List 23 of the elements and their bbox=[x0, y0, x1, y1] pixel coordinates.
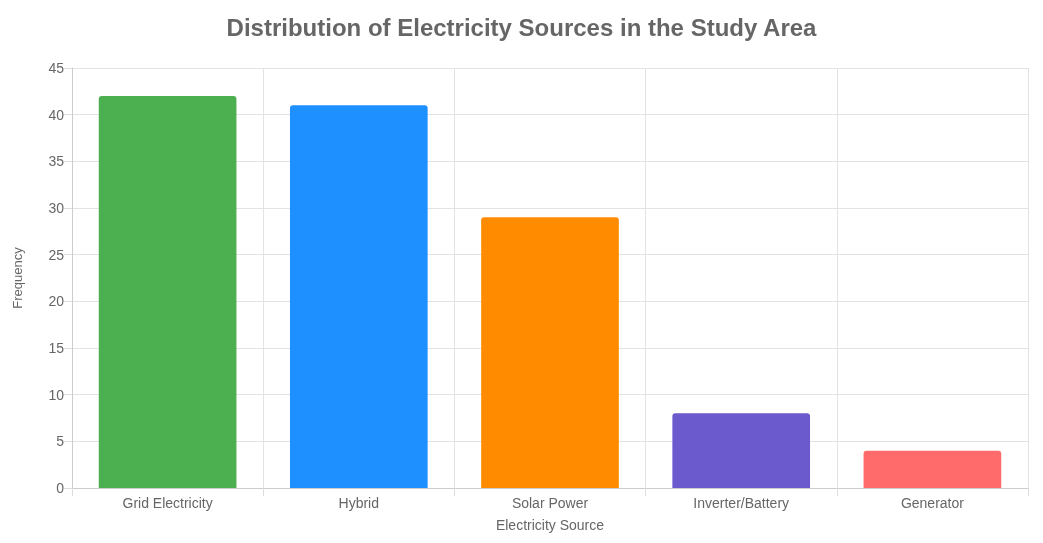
y-tick-label: 45 bbox=[48, 60, 65, 76]
y-tick-label: 40 bbox=[48, 106, 65, 123]
y-tick-label: 30 bbox=[48, 200, 65, 216]
y-tick-label: 35 bbox=[48, 153, 65, 170]
bar bbox=[98, 96, 237, 488]
y-tick-label: 0 bbox=[56, 480, 65, 496]
y-tick-label: 10 bbox=[48, 386, 65, 403]
x-tick-label: Inverter/Battery bbox=[693, 495, 790, 511]
x-tick-label: Generator bbox=[900, 495, 965, 511]
y-tick-label: 25 bbox=[48, 246, 65, 263]
bar bbox=[863, 450, 1002, 488]
x-tick-label: Hybrid bbox=[338, 495, 380, 511]
bar bbox=[289, 105, 428, 488]
y-tick-label: 5 bbox=[56, 433, 65, 450]
x-tick-label: Solar Power bbox=[511, 495, 589, 511]
x-axis-title: Electricity Source bbox=[495, 517, 605, 533]
y-axis-title: Frequency bbox=[10, 246, 25, 309]
bar bbox=[672, 413, 811, 488]
y-tick-label: 20 bbox=[48, 293, 65, 310]
x-tick-label: Grid Electricity bbox=[122, 495, 213, 511]
bar bbox=[481, 217, 619, 488]
chart-title: Distribution of Electricity Sources in the Study Area bbox=[226, 13, 818, 41]
y-tick-label: 15 bbox=[48, 340, 65, 356]
